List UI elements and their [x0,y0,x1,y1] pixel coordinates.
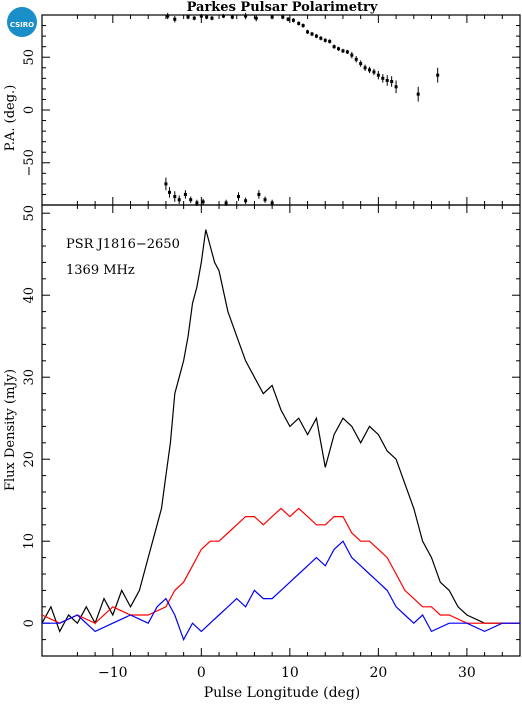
pa-point [301,24,305,28]
pa-point [345,50,349,54]
pa-point [254,16,258,20]
pa-point [385,78,389,82]
pa-point [177,198,181,202]
pa-point [270,201,274,205]
pa-point [368,68,372,72]
flux-plot: −10 0 10 20 30 0 10 20 30 40 50 [22,205,520,681]
pa-point [237,195,241,199]
flux-y-tick-label: 40 [22,287,37,304]
pa-point [363,66,367,70]
pa-point [376,73,380,77]
pa-point [372,70,376,74]
pa-point [394,85,398,89]
pa-point [257,192,261,196]
csiro-logo-text: CSIRO [10,21,34,29]
pa-point [291,18,295,22]
pa-point [173,195,177,199]
pa-point [189,198,193,202]
pa-point [221,14,225,18]
total-intensity-line [41,229,520,633]
pa-point [328,39,332,43]
pa-point [195,201,199,205]
pa-point [224,201,228,205]
csiro-logo-icon [7,7,37,37]
x-axis-label: Pulse Longitude (deg) [204,685,361,701]
pa-point [186,15,190,19]
linear-polarization-line [41,507,520,624]
pa-y-tick-label: 50 [22,49,37,66]
pa-point [314,34,318,38]
pa-point [337,47,341,51]
pa-plot: −50 0 50 [22,12,520,207]
pa-point [192,16,196,20]
pa-point [416,92,420,96]
flux-panel-frame [41,204,521,657]
pa-point [173,17,177,21]
pa-point [199,14,203,18]
pa-point [183,192,187,196]
pa-point [350,53,354,57]
pa-point [205,15,209,19]
csiro-logo: CSIRO [7,7,37,37]
flux-y-tick-label: 0 [22,619,37,627]
flux-y-axis-label: Flux Density (mJy) [3,369,18,491]
pa-y-tick-label: 0 [22,106,37,114]
pa-point [297,21,301,25]
pa-point [166,14,170,18]
pa-point [286,17,290,21]
pa-point [201,200,205,204]
chart-title: Parkes Pulsar Polarimetry [187,0,378,15]
pa-point [381,76,385,80]
pa-point [310,32,314,36]
frequency-label: 1369 MHz [66,263,135,278]
pa-point [341,49,345,53]
pa-point [210,16,214,20]
pa-point [270,15,274,19]
pa-point [436,73,440,77]
flux-y-tick-label: 30 [22,369,37,386]
pa-point [332,45,336,49]
flux-y-tick-label: 10 [22,533,37,550]
x-tick-label: 0 [197,665,206,681]
pa-point [167,190,171,194]
pa-point [281,15,285,19]
pa-point [230,15,234,19]
x-tick-label: 10 [281,665,299,681]
circular-polarization-line [42,540,520,642]
x-tick-label: 30 [458,665,476,681]
pa-point [359,62,363,66]
x-tick-label: 20 [369,665,387,681]
x-tick-label: −10 [98,665,128,681]
pa-point [244,14,248,18]
pa-point [390,80,394,83]
pa-y-tick-label: −50 [22,149,37,176]
pa-point [244,199,248,203]
pa-point [319,36,323,40]
flux-y-tick-label: 20 [22,451,37,468]
pa-point [354,57,358,61]
pa-point [164,182,168,186]
pulsar-name-label: PSR J1816−2650 [66,237,180,252]
pa-y-axis-label: P.A. (deg.) [3,85,18,152]
pa-point [323,38,327,42]
pa-panel-frame [41,14,521,206]
pa-point [306,30,310,34]
flux-y-tick-label: 50 [22,205,37,222]
pa-point [263,198,267,202]
